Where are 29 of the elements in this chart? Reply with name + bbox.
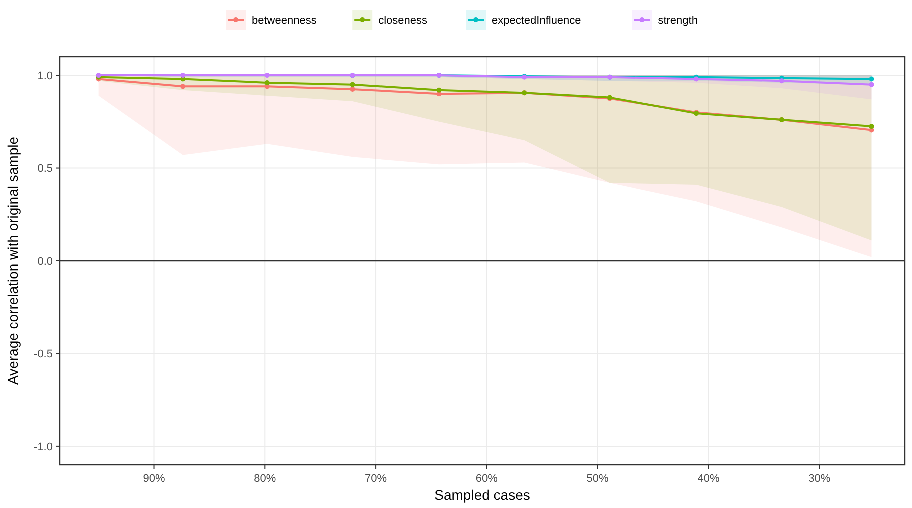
point <box>869 76 874 82</box>
point <box>264 73 270 78</box>
x-tick-label: 50% <box>586 473 610 485</box>
x-tick-label: 40% <box>698 473 720 485</box>
x-tick-label: 70% <box>365 473 388 485</box>
y-tick-label: 0.5 <box>38 163 53 176</box>
y-tick-label: -0.5 <box>34 348 53 361</box>
y-tick-label: 1.0 <box>38 70 53 82</box>
point <box>180 73 186 78</box>
x-tick-label: 80% <box>254 473 276 485</box>
y-tick-label: -1.0 <box>34 441 53 454</box>
x-tick-label: 90% <box>143 473 166 485</box>
point <box>264 80 270 86</box>
y-tick-label: 0.0 <box>38 256 53 268</box>
x-axis-title: Sampled cases <box>434 487 530 503</box>
legend-label: expectedInfluence <box>492 14 582 27</box>
point <box>779 78 784 84</box>
y-axis-title: Average correlation with original sample <box>5 136 21 385</box>
x-tick-label: 30% <box>808 473 831 485</box>
point <box>436 88 442 93</box>
x-tick-label: 60% <box>476 473 498 485</box>
point <box>869 124 874 130</box>
legend-label: betweenness <box>252 14 318 27</box>
point <box>350 82 356 88</box>
point <box>350 86 356 92</box>
legend-label: closeness <box>378 14 428 27</box>
point <box>180 84 186 90</box>
legend-label: strength <box>658 14 698 27</box>
point <box>869 82 874 88</box>
